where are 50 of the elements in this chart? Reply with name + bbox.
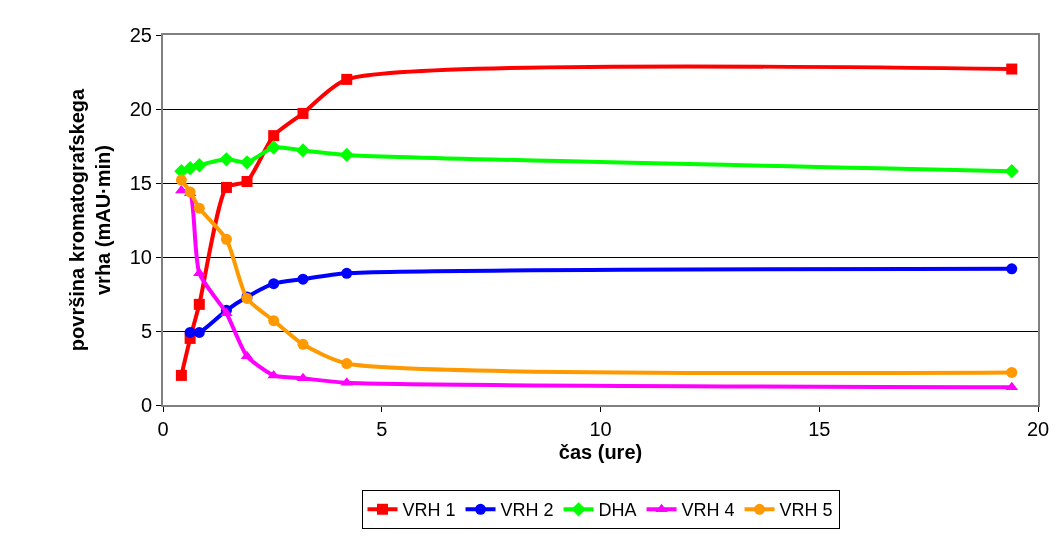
legend-label: DHA — [598, 500, 637, 521]
point — [1006, 263, 1018, 275]
legend-label: VRH 4 — [681, 500, 735, 521]
point — [296, 372, 310, 382]
point — [297, 338, 309, 350]
y-axis-title: površina kromatografskega vrha (mAU·min) — [65, 87, 114, 352]
y-tick-label: 0 — [140, 394, 152, 416]
point — [220, 233, 232, 245]
y-tick-label: 20 — [129, 98, 152, 120]
x-axis-title: čas (ure) — [558, 441, 643, 463]
point — [193, 298, 205, 310]
point — [268, 278, 280, 290]
point — [193, 326, 205, 338]
point — [268, 130, 280, 142]
point — [341, 73, 353, 85]
point — [266, 140, 281, 155]
point — [1006, 63, 1018, 75]
legend-label: VRH 2 — [500, 500, 554, 521]
point — [175, 174, 187, 186]
point — [295, 143, 311, 158]
point — [297, 273, 309, 285]
y-tick-label: 10 — [129, 246, 152, 268]
point — [341, 267, 353, 279]
point — [219, 152, 234, 167]
point — [1004, 164, 1019, 179]
legend-label: VRH 1 — [402, 500, 456, 521]
point — [182, 161, 198, 176]
x-tick-label: 10 — [589, 418, 612, 440]
legend-label: VRH 5 — [779, 500, 833, 521]
point — [267, 369, 281, 379]
point — [239, 155, 255, 170]
x-tick-label: 0 — [157, 418, 169, 440]
point — [339, 147, 354, 163]
y-tick-label: 5 — [140, 320, 152, 342]
y-tick-label: 25 — [129, 24, 152, 46]
point — [193, 202, 205, 214]
x-tick-label: 5 — [376, 418, 388, 440]
point — [1006, 366, 1018, 378]
point — [175, 369, 187, 381]
point — [268, 315, 280, 327]
point — [220, 181, 232, 193]
x-tick-label: 20 — [1026, 418, 1050, 440]
point — [341, 358, 353, 370]
point — [192, 267, 206, 277]
point — [241, 176, 253, 188]
x-tick-label: 15 — [808, 418, 831, 440]
point — [192, 158, 207, 173]
point — [184, 326, 196, 338]
y-tick-label: 15 — [129, 172, 152, 194]
point — [297, 107, 309, 119]
